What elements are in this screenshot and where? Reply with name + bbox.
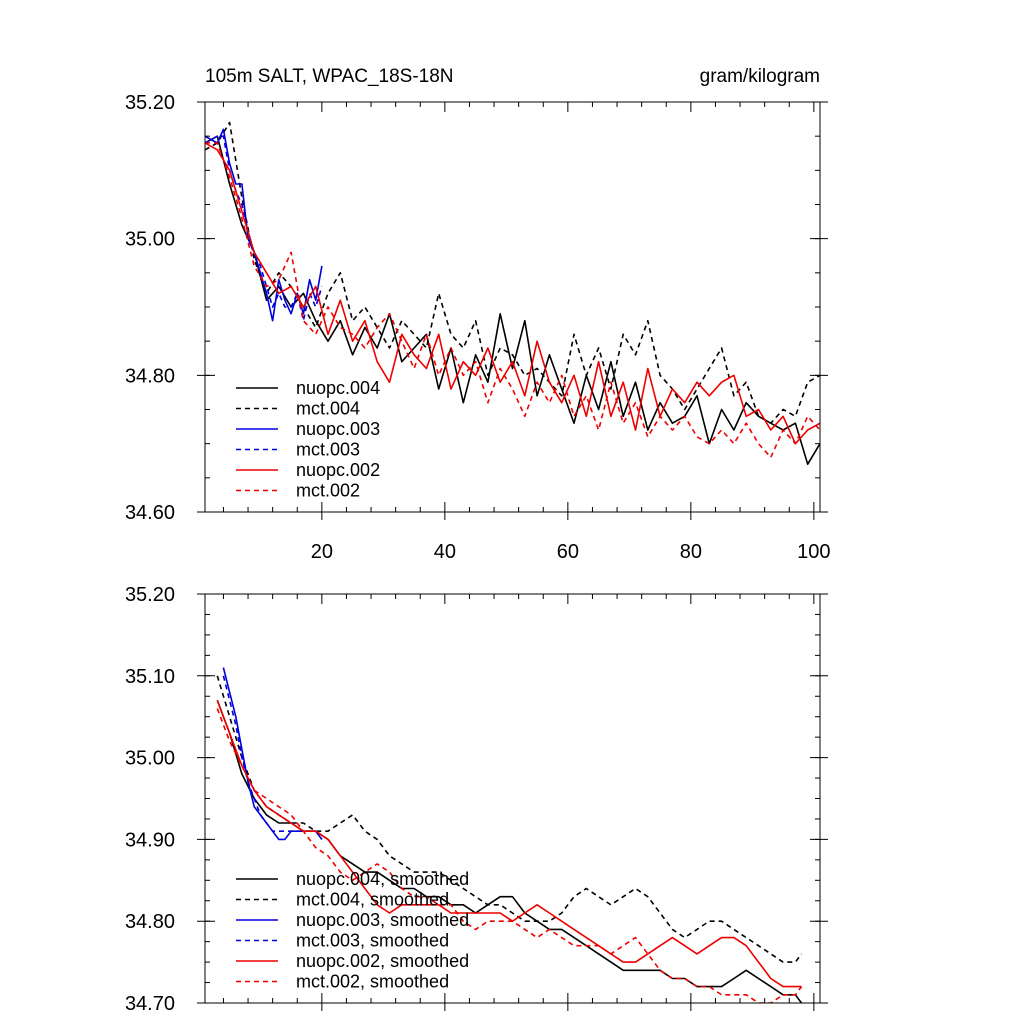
x-tick-label: 40 (434, 541, 456, 563)
legend-label: mct.003, smoothed (296, 931, 449, 951)
chart-title: 105m SALT, WPAC_18S-18N (205, 66, 454, 87)
chart-panel-2: 34.70 34.80 34.90 35.00 35.10 35.20 nuopc.004,… (125, 584, 828, 1015)
y-tick-label: 34.80 (125, 365, 175, 387)
series-line-nuopc-004 (205, 135, 820, 466)
x-tick-label: 100 (797, 541, 830, 563)
y-tick-label: 35.20 (125, 584, 175, 606)
series-line-nuopc-003 (205, 128, 323, 322)
y-tick-label: 35.00 (125, 229, 175, 251)
legend-label: mct.004 (296, 399, 360, 419)
y-tick-label: 34.70 (125, 993, 175, 1015)
series-group (216, 667, 803, 1003)
legend-label: mct.003 (296, 440, 360, 460)
series-line-mct-002-smoothed (216, 708, 803, 1003)
legend-label: nuopc.002, smoothed (296, 951, 469, 971)
legend-label: mct.002 (296, 481, 360, 501)
series-line-mct-003 (205, 135, 323, 322)
x-tick-label: 20 (311, 541, 333, 563)
legend: nuopc.004mct.004nuopc.003mct.003nuopc.00… (236, 378, 380, 501)
y-tick-label: 34.60 (125, 502, 175, 524)
legend-label: nuopc.003 (296, 419, 380, 439)
legend-label: nuopc.003, smoothed (296, 910, 469, 930)
y-tick-label: 35.00 (125, 748, 175, 770)
units-label: gram/kilogram (700, 66, 820, 87)
y-tick-label: 35.10 (125, 666, 175, 688)
legend-label: nuopc.002 (296, 460, 380, 480)
chart-panel-1: 20 40 60 80 100 34.60 34.80 35.00 35.20 105m SALT… (125, 66, 831, 563)
series-line-nuopc-003-smoothed (222, 667, 323, 841)
legend-label: mct.004, smoothed (296, 890, 449, 910)
legend-label: nuopc.004, smoothed (296, 869, 469, 889)
legend-label: mct.002, smoothed (296, 972, 449, 992)
x-tick-label: 80 (680, 541, 702, 563)
legend-label: nuopc.004 (296, 378, 380, 398)
y-tick-label: 34.80 (125, 911, 175, 933)
series-group (205, 121, 820, 466)
series-line-mct-003-smoothed (222, 675, 323, 840)
series-line-nuopc-002 (205, 142, 820, 445)
series-line-mct-004-smoothed (216, 675, 803, 963)
y-tick-label: 35.20 (125, 92, 175, 114)
y-tick-label: 34.90 (125, 829, 175, 851)
x-tick-label: 60 (557, 541, 579, 563)
series-line-mct-004 (205, 121, 820, 425)
